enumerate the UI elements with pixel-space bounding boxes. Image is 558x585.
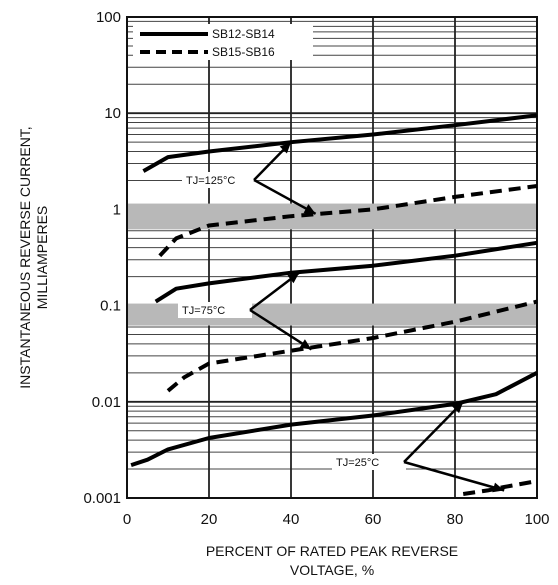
x-tick-label: 100 (524, 511, 549, 528)
x-axis-title-line-2: VOLTAGE, % (290, 562, 374, 578)
annotation-label: TJ=75°C (182, 305, 225, 317)
annotation-background (182, 172, 256, 188)
plot-frame (126, 16, 538, 499)
annotations: TJ=125°C TJ=75°C TJ=25°C (178, 141, 505, 493)
legend-label-1: SB15-SB16 (212, 45, 275, 59)
annotation-arrowhead (451, 401, 464, 414)
y-tick-label: 0.01 (92, 394, 121, 411)
y-tick-label: 0.001 (83, 490, 121, 507)
x-tick-label: 0 (123, 511, 131, 528)
annotation-arrow (403, 400, 465, 463)
y-axis-title-line-1: INSTANTANEOUS REVERSE CURRENT, (17, 126, 33, 388)
legend: SB12-SB14 SB15-SB16 (133, 24, 313, 60)
tick-labels: 0.001 0.01 0.1 1 10 100 0 20 40 60 80 100 (83, 9, 549, 528)
y-tick-label: 100 (96, 9, 121, 26)
x-axis-title-line-1: PERCENT OF RATED PEAK REVERSE (206, 543, 458, 559)
y-tick-label: 1 (113, 201, 121, 218)
grid (127, 17, 537, 499)
annotation-arrowhead (279, 142, 291, 154)
annotation-arrowhead (287, 272, 300, 284)
series-line-5 (462, 479, 538, 496)
annotation-label: TJ=25°C (336, 457, 379, 469)
y-tick-label: 10 (104, 105, 121, 122)
series-line-3 (166, 299, 538, 393)
legend-label-0: SB12-SB14 (212, 27, 275, 41)
series-line-4 (130, 371, 538, 467)
series-line-1 (158, 184, 538, 258)
y-tick-label: 0.1 (100, 298, 121, 315)
x-tick-label: 80 (447, 511, 464, 528)
annotation-arrow (249, 308, 313, 351)
shaded-band-1 (127, 203, 537, 230)
y-axis-title-line-2: MILLIAMPERES (34, 206, 50, 309)
series-line-0 (142, 113, 538, 173)
annotation-arrowhead (303, 204, 316, 214)
annotation-arrowhead (299, 339, 312, 350)
annotation-arrow (403, 460, 505, 492)
annotation-label: TJ=125°C (186, 175, 235, 187)
annotation-background (178, 302, 252, 318)
x-tick-label: 20 (201, 511, 218, 528)
annotation-arrow (253, 178, 317, 215)
x-tick-label: 60 (365, 511, 382, 528)
series-line-2 (154, 240, 538, 304)
y-axis-title: INSTANTANEOUS REVERSE CURRENT,MILLIAMPER… (17, 126, 50, 388)
x-tick-label: 40 (283, 511, 300, 528)
annotation-arrowhead (492, 482, 505, 493)
annotation-background (332, 454, 406, 470)
